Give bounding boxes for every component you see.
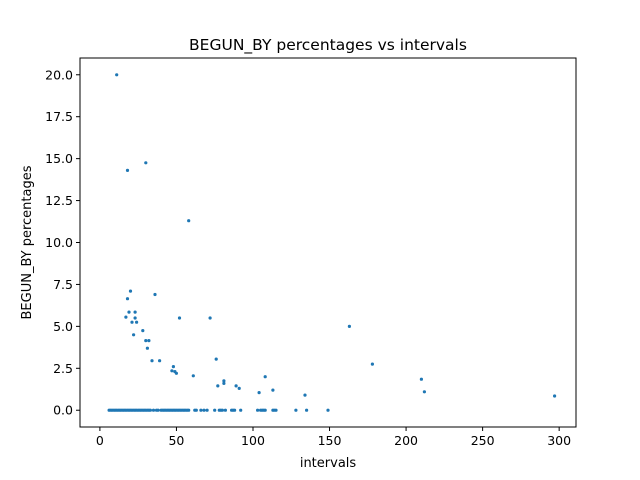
x-tick-label: 300 [547, 433, 571, 448]
data-point [257, 391, 261, 395]
data-point [191, 374, 195, 378]
y-axis-ticks: 0.0 2.5 5.0 7.5 10.0 12.5 15.0 17.5 20.0 [45, 67, 80, 418]
y-tick-label: 5.0 [53, 319, 73, 334]
plot-frame [79, 57, 577, 428]
y-tick-label: 7.5 [53, 277, 73, 292]
x-axis-ticks: 0 50 100 150 200 250 300 [96, 427, 571, 448]
data-point [153, 292, 157, 297]
data-point [303, 393, 307, 397]
data-point [128, 289, 133, 293]
data-point [263, 375, 267, 379]
y-tick-label: 12.5 [45, 193, 73, 208]
data-point [144, 161, 148, 165]
data-point [147, 339, 151, 343]
data-point [171, 365, 175, 369]
data-point [194, 408, 198, 412]
data-point [205, 408, 209, 412]
data-point [237, 386, 241, 390]
y-tick-label: 20.0 [45, 67, 73, 82]
data-point [135, 320, 139, 324]
data-point [145, 346, 149, 350]
data-point [177, 316, 182, 320]
x-tick-label: 50 [168, 433, 184, 448]
data-point [214, 357, 218, 361]
data-point [174, 371, 178, 375]
data-point [133, 310, 137, 314]
data-point [256, 408, 260, 412]
x-axis-label: intervals [300, 456, 357, 471]
data-point [553, 394, 557, 398]
data-point [141, 329, 145, 333]
data-point [422, 390, 426, 394]
data-point [419, 377, 423, 381]
data-point [326, 408, 330, 412]
data-point [274, 408, 278, 412]
data-point [294, 408, 298, 412]
data-point [133, 316, 137, 320]
data-point [127, 310, 131, 314]
x-tick-label: 250 [471, 433, 495, 448]
data-point [130, 320, 134, 324]
data-point [170, 369, 174, 373]
data-point [233, 408, 237, 412]
data-point [158, 359, 162, 363]
data-point [234, 384, 238, 388]
data-point [125, 168, 130, 172]
data-point [151, 408, 156, 412]
data-point [187, 408, 191, 412]
x-tick-label: 150 [318, 433, 342, 448]
data-point [150, 359, 154, 363]
data-point [239, 408, 243, 412]
data-point [124, 315, 128, 319]
y-axis-label: BEGUN_BY percentages [20, 165, 35, 319]
y-tick-label: 2.5 [53, 361, 73, 376]
data-point [199, 408, 203, 412]
data-point [213, 408, 217, 412]
data-point [125, 297, 130, 301]
y-tick-label: 0.0 [53, 403, 73, 418]
data-point [222, 381, 226, 385]
data-point [187, 219, 191, 223]
y-tick-label: 10.0 [45, 235, 73, 250]
data-point [144, 339, 148, 343]
data-point [263, 408, 267, 412]
x-tick-label: 100 [241, 433, 265, 448]
data-point [115, 73, 119, 77]
data-point [132, 333, 136, 337]
y-tick-label: 15.0 [45, 151, 73, 166]
data-point [223, 408, 227, 412]
data-point [220, 408, 224, 412]
y-tick-label: 17.5 [45, 109, 73, 124]
data-point [370, 362, 374, 366]
data-point [156, 408, 160, 412]
x-tick-label: 0 [96, 433, 104, 448]
data-point [222, 379, 226, 383]
data-point [271, 388, 275, 392]
data-point [216, 384, 220, 388]
data-point [208, 316, 212, 320]
data-point [347, 324, 351, 328]
data-point [202, 408, 206, 412]
data-point [148, 408, 152, 412]
data-point [305, 408, 309, 412]
x-tick-label: 200 [394, 433, 418, 448]
data-points [107, 73, 557, 412]
chart-title: BEGUN_BY percentages vs intervals [189, 36, 467, 55]
